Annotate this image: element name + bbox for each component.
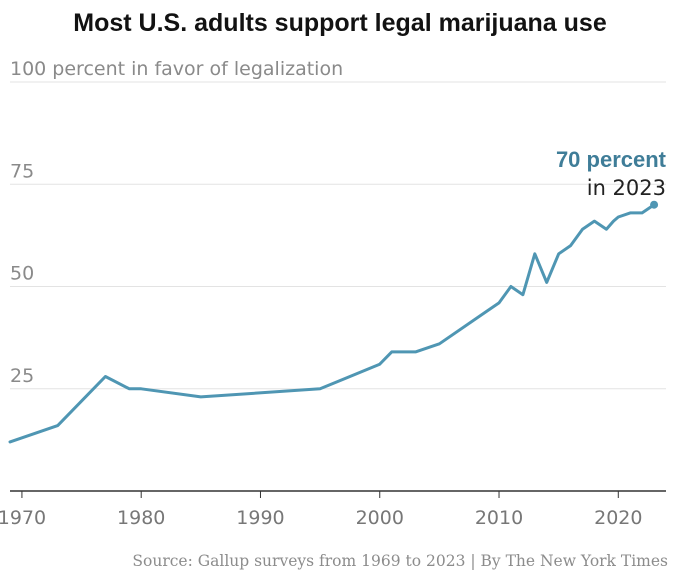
x-tick-label: 2000 (356, 507, 404, 529)
x-tick-label: 2010 (475, 507, 523, 529)
x-axis: 1970 1980 1990 2000 2010 2020 (0, 490, 666, 529)
y-tick-label: 75 (10, 160, 34, 182)
data-points (9, 200, 659, 442)
grid-layer: 100 percent in favor of legalization 75 50… (10, 58, 666, 390)
series-line-support (8, 203, 656, 444)
annotation-value: 70 percent (556, 147, 667, 172)
x-tick-label: 1980 (117, 507, 165, 529)
annotation-year: in 2023 (587, 176, 666, 200)
chart-title: Most U.S. adults support legal marijuana… (73, 9, 607, 37)
y-tick-label: 50 (10, 263, 34, 285)
source-note: Source: Gallup surveys from 1969 to 2023… (132, 552, 668, 570)
y-tick-label: 100 percent in favor of legalization (10, 58, 343, 80)
x-tick-label: 1970 (0, 507, 46, 529)
x-tick-label: 1990 (236, 507, 284, 529)
y-tick-label: 25 (10, 365, 34, 387)
data-point-latest (650, 200, 659, 209)
x-tick-label: 2020 (594, 507, 642, 529)
